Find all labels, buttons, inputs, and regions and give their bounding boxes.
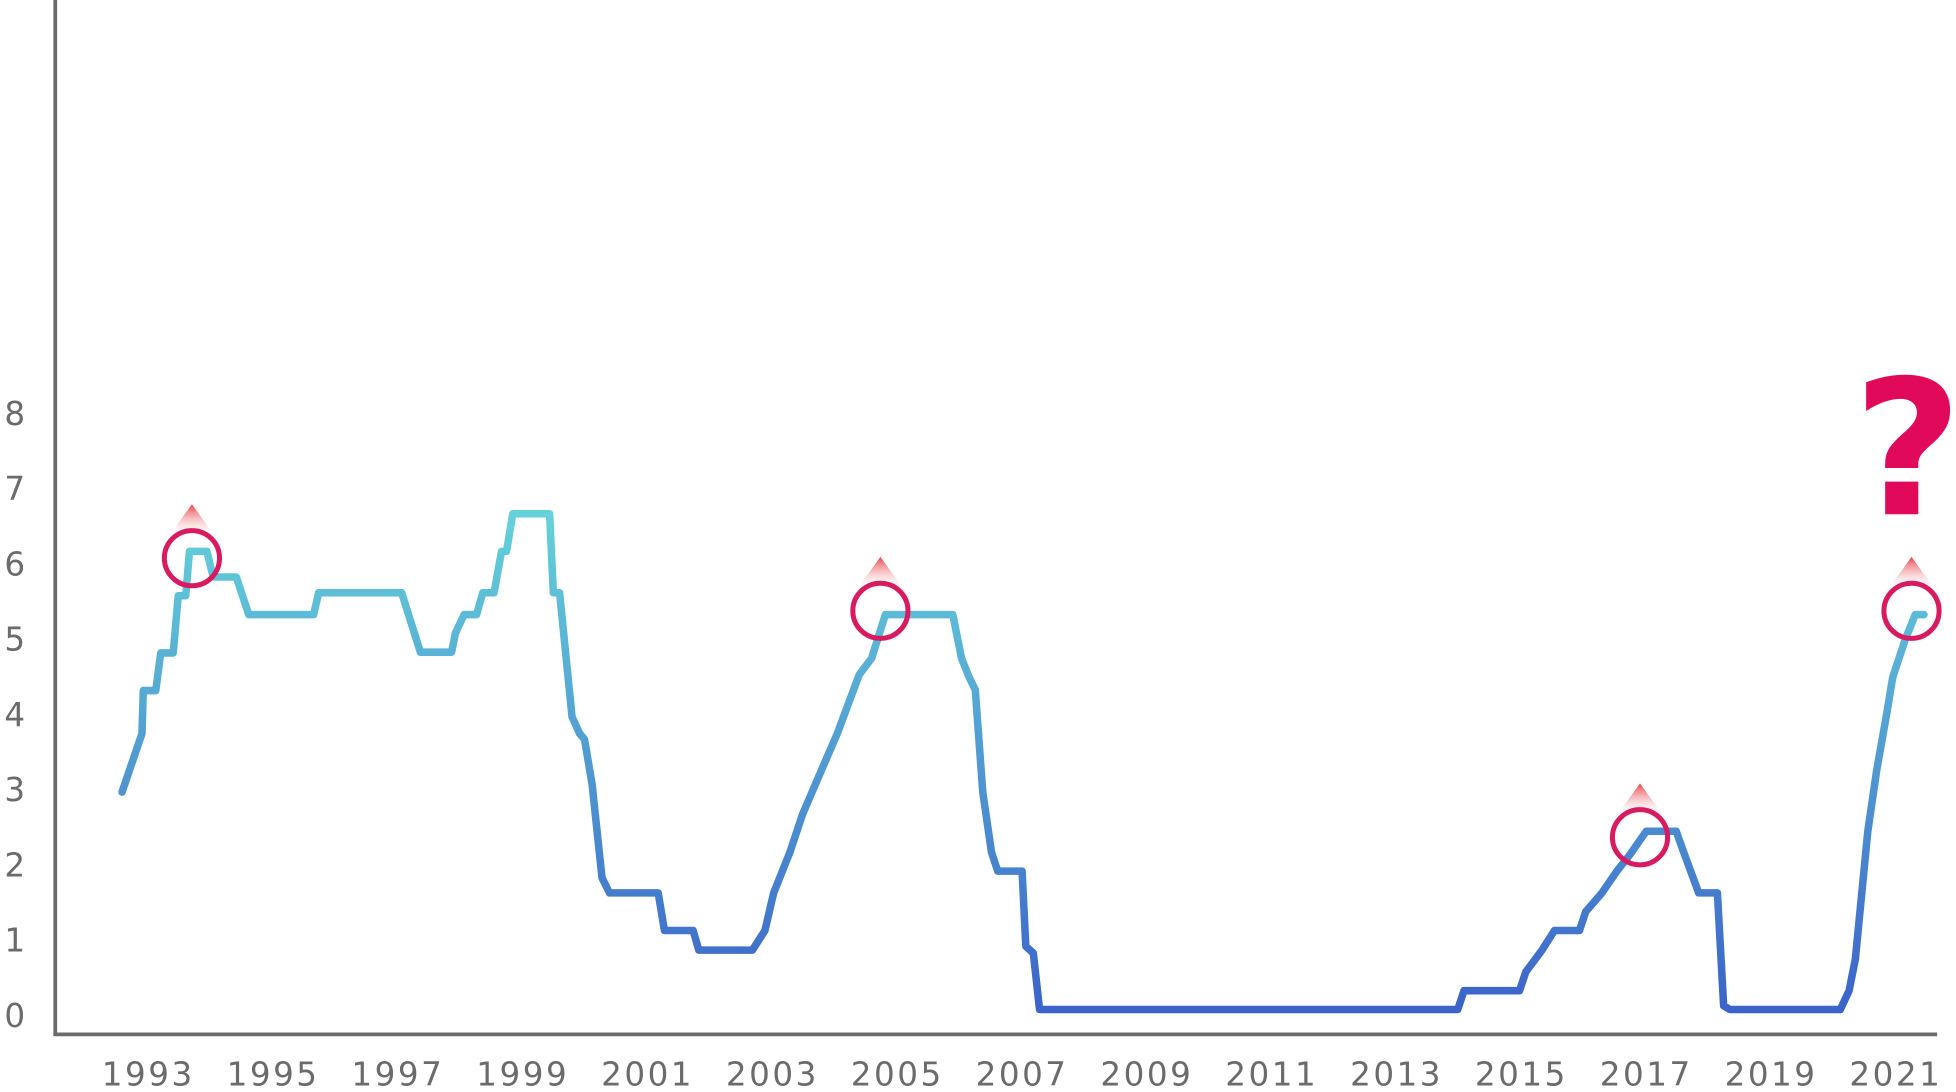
- x-tick-label: 2019: [1725, 1056, 1818, 1092]
- peak-marker: [1609, 807, 1671, 868]
- peak-marker: [1881, 580, 1942, 641]
- y-tick-label: 2: [4, 846, 25, 884]
- x-tick-label: 2017: [1600, 1056, 1693, 1092]
- question-mark: ?: [1853, 340, 1956, 559]
- peak-arrow: [1888, 556, 1935, 589]
- x-tick-label: 1999: [476, 1056, 569, 1092]
- x-tick-label: 1997: [351, 1056, 444, 1092]
- rate-line: [118, 510, 1928, 1014]
- x-tick-label: 2005: [851, 1056, 944, 1092]
- y-tick-label: 3: [4, 771, 25, 809]
- y-tick-label: 0: [4, 997, 25, 1035]
- y-tick-label: 6: [4, 545, 25, 583]
- y-tick-label: 7: [4, 470, 25, 508]
- x-tick-label: 2007: [976, 1056, 1069, 1092]
- x-tick-label: 2021: [1849, 1056, 1942, 1092]
- x-tick-label: 2015: [1475, 1056, 1568, 1092]
- x-tick-label: 2003: [726, 1056, 819, 1092]
- y-tick-label: 4: [4, 696, 25, 734]
- peak-arrow: [169, 504, 215, 536]
- y-tick-label: 5: [4, 621, 25, 659]
- peak-arrow: [857, 556, 903, 589]
- x-tick-label: 1995: [227, 1056, 320, 1092]
- x-tick-label: 2009: [1100, 1056, 1193, 1092]
- y-tick-label: 8: [4, 395, 25, 433]
- x-tick-label: 1993: [102, 1056, 195, 1092]
- x-tick-label: 2001: [601, 1056, 694, 1092]
- peak-arrow: [1617, 783, 1663, 815]
- peak-marker: [850, 580, 911, 641]
- x-tick-label: 2013: [1350, 1056, 1443, 1092]
- peak-marker: [161, 528, 223, 589]
- x-tick-label: 2011: [1225, 1056, 1318, 1092]
- y-tick-label: 1: [4, 922, 25, 960]
